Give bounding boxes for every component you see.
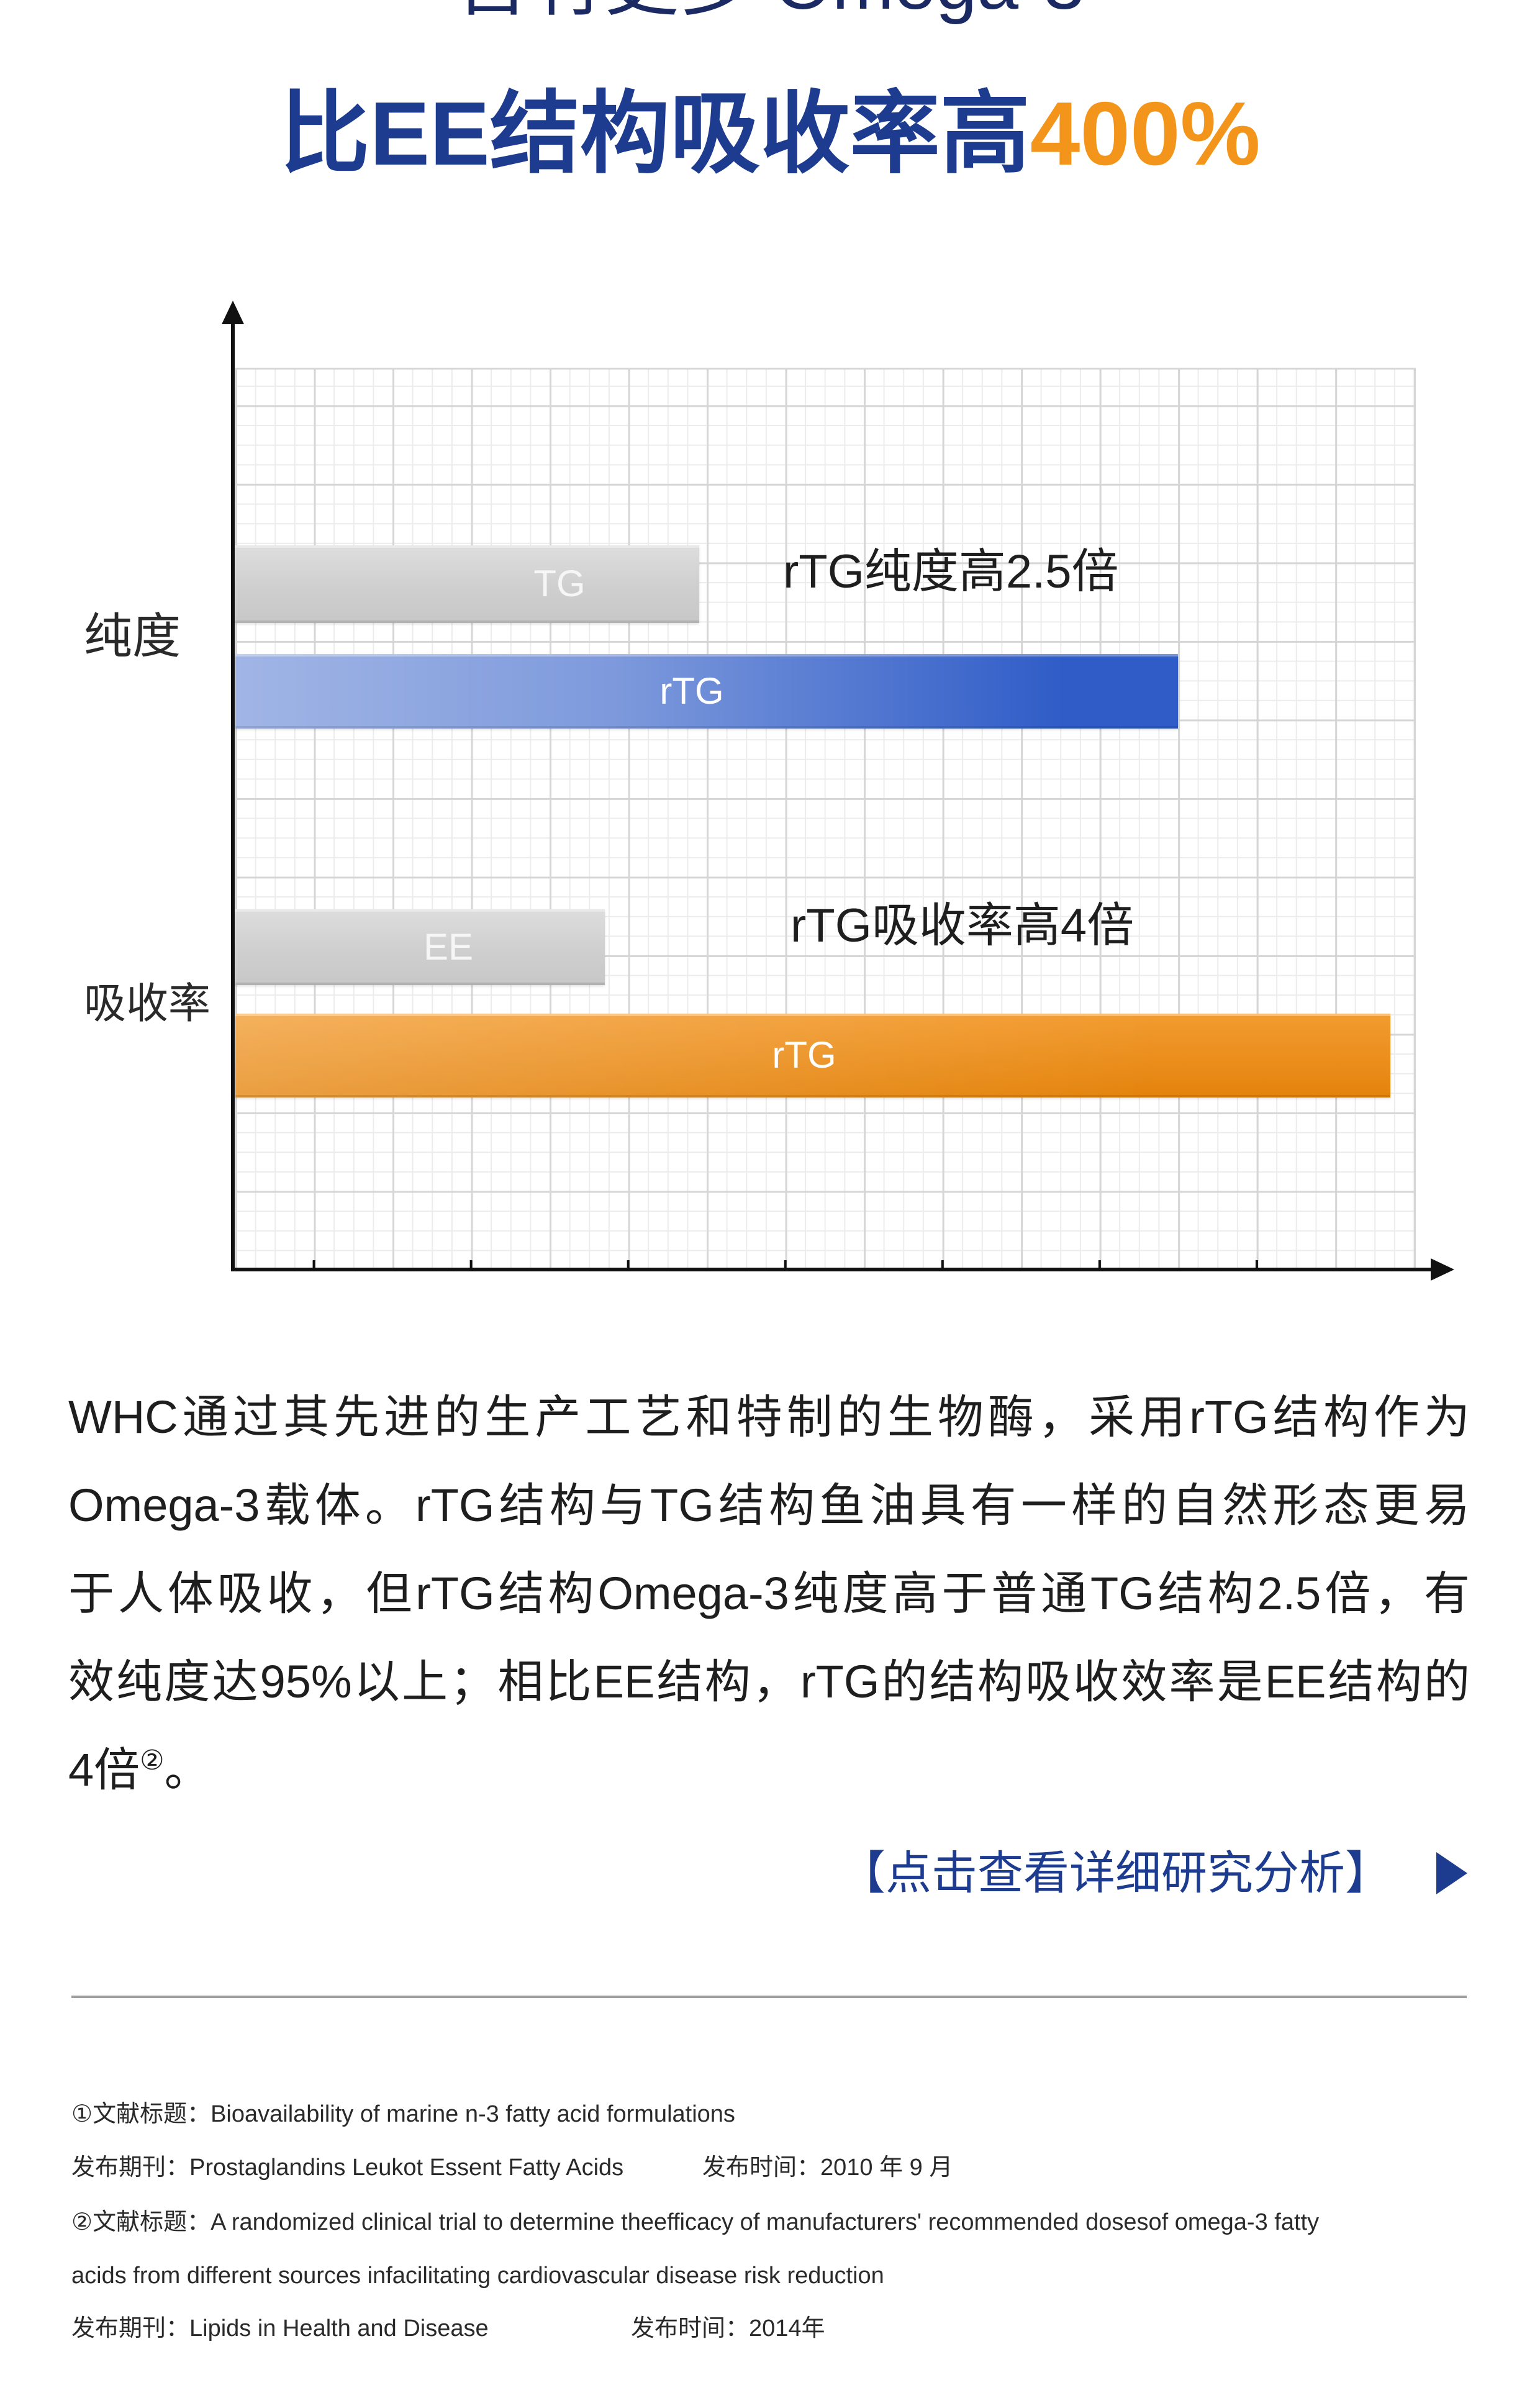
bar-ee: [235, 909, 605, 985]
bar-label-rtg-absorption: rTG: [772, 1034, 836, 1076]
headline: 比EE结构吸收率高400%: [0, 81, 1540, 186]
reference-2-journal: 发布期刊：Lipids in Health and Disease: [71, 2302, 489, 2355]
headline-highlight: 400%: [1030, 83, 1261, 184]
body-text-last: 4倍: [68, 1744, 140, 1796]
research-analysis-link[interactable]: 【点击查看详细研究分析】: [832, 1838, 1472, 1908]
reference-date: 2010 年 9 月: [820, 2155, 953, 2181]
bar-label-rtg-purity: rTG: [659, 670, 724, 712]
body-text-line: 于人体吸收，但rTG结构Omega-3纯度高于普通TG结构2.5倍，有: [68, 1568, 1470, 1619]
body-text-line: Omega-3载体。rTG结构与TG结构鱼油具有一样的自然形态更易: [68, 1479, 1470, 1531]
headline-main: 比EE结构吸收率高: [279, 83, 1030, 184]
footnote-marker: ②: [140, 1745, 165, 1776]
body-text-line: 4倍②。: [68, 1726, 1470, 1814]
reference-journal-label: 发布期刊：: [71, 2155, 190, 2181]
bar-label-ee: EE: [423, 926, 474, 968]
y-axis-arrow: [222, 301, 244, 324]
comparison-bar-chart: TG rTG EE rTG rTG纯度高2.5倍 rTG吸收率高4倍 纯度 吸收…: [0, 292, 1540, 1298]
reference-date: 2014年: [749, 2315, 825, 2342]
reference-1-date: 发布时间：2010 年 9 月: [702, 2141, 953, 2194]
reference-title: Bioavailability of marine n-3 fatty acid…: [211, 2101, 735, 2127]
reference-1-title: ①文献标题：Bioavailability of marine n-3 fatt…: [71, 2087, 735, 2141]
previous-section-heading: 含有更多 Omega-3: [0, 0, 1540, 24]
reference-journal-label: 发布期刊：: [71, 2315, 190, 2342]
reference-title: A randomized clinical trial to determine…: [211, 2209, 1320, 2235]
chart-grid: [235, 368, 1416, 1270]
reference-2-date: 发布时间：2014年: [631, 2302, 825, 2355]
reference-title-label: ②文献标题：: [71, 2209, 211, 2235]
x-axis-arrow: [1431, 1258, 1454, 1281]
bar-tg: [235, 545, 699, 623]
play-triangle-icon[interactable]: [1436, 1852, 1467, 1894]
reference-1-journal: 发布期刊：Prostaglandins Leukot Essent Fatty …: [71, 2141, 623, 2194]
annotation-purity: rTG纯度高2.5倍: [783, 545, 1119, 598]
reference-2-title: ②文献标题：A randomized clinical trial to det…: [71, 2196, 1319, 2249]
body-text-end: 。: [164, 1744, 211, 1796]
body-text-line: 效纯度达95%以上；相比EE结构，rTG的结构吸收效率是EE结构的: [68, 1656, 1470, 1707]
body-text-line: WHC通过其先进的生产工艺和特制的生物酶，采用rTG结构作为: [68, 1391, 1470, 1443]
reference-journal: Prostaglandins Leukot Essent Fatty Acids: [189, 2155, 624, 2181]
reference-2-title-continued: acids from different sources infacilitat…: [71, 2263, 884, 2289]
annotation-absorption: rTG吸收率高4倍: [790, 899, 1135, 952]
reference-date-label: 发布时间：: [702, 2155, 821, 2181]
y-label-absorption: 吸收率: [84, 980, 211, 1027]
chart-axes: [222, 301, 1454, 1281]
research-link-label[interactable]: 【点击查看详细研究分析】: [840, 1847, 1391, 1899]
reference-title-label: ①文献标题：: [71, 2101, 211, 2127]
section-divider: [71, 1996, 1467, 1998]
bar-rtg-absorption: [235, 1014, 1391, 1097]
reference-journal: Lipids in Health and Disease: [189, 2315, 489, 2342]
reference-date-label: 发布时间：: [631, 2315, 750, 2342]
description-paragraph: WHC通过其先进的生产工艺和特制的生物酶，采用rTG结构作为 Omega-3载体…: [68, 1373, 1470, 1814]
y-label-purity: 纯度: [84, 609, 181, 663]
bar-label-tg: TG: [533, 563, 586, 604]
bar-rtg-purity: [235, 654, 1179, 729]
